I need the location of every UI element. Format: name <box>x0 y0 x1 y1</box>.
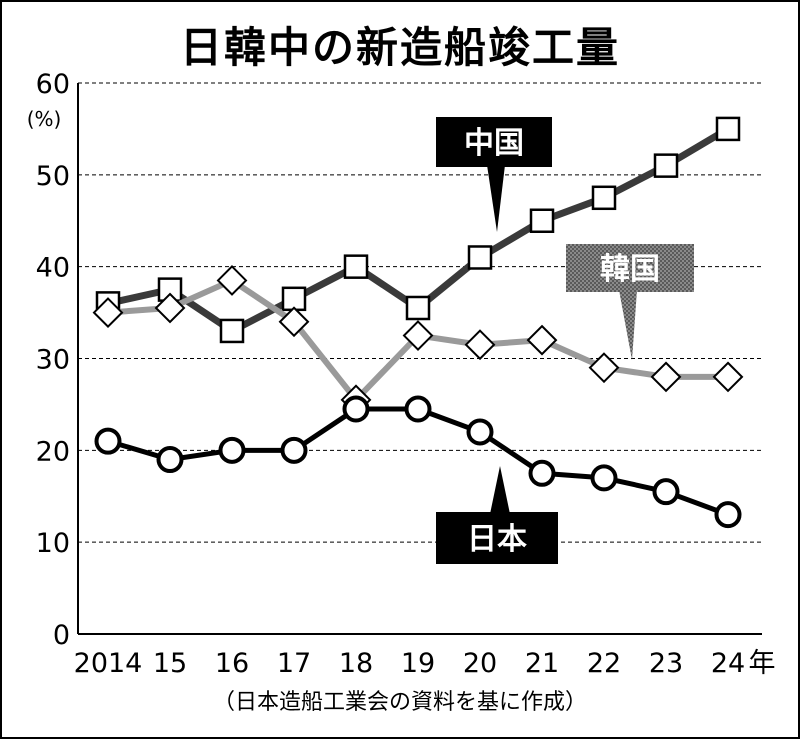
x-tick-label: 17 <box>277 648 311 679</box>
callout-box <box>436 512 558 564</box>
data-point <box>528 459 556 487</box>
x-tick-labels: 2014 15 16 17 18 19 20 21 22 23 24 年 <box>74 648 776 679</box>
callout-label: 韓国 <box>600 252 660 287</box>
callout-pointer <box>619 290 637 360</box>
callout-japan: 日本 <box>436 466 558 564</box>
callout-box <box>436 117 552 167</box>
data-point <box>652 478 680 506</box>
x-tick-label: 22 <box>587 648 621 679</box>
callout-box <box>566 244 694 292</box>
y-tick-label: 60 <box>36 69 70 100</box>
data-point <box>467 245 493 270</box>
chart-title: 日韓中の新造船竣工量 <box>179 23 620 72</box>
x-tick-label: 20 <box>463 648 497 679</box>
y-tick-labels: 0 10 20 30 40 50 60 (%) <box>27 69 70 651</box>
callout-china: 中国 <box>436 117 552 232</box>
data-point <box>216 265 248 296</box>
data-point <box>278 306 310 338</box>
callout-korea: 韓国 <box>566 244 694 360</box>
data-point <box>529 208 555 233</box>
series-line <box>107 406 729 517</box>
callout-label: 中国 <box>464 126 524 161</box>
callout-pointer <box>490 466 510 514</box>
x-tick-label: 19 <box>401 648 435 679</box>
data-point <box>280 436 308 464</box>
y-axis-unit: (%) <box>27 107 62 131</box>
x-tick-label: 18 <box>339 648 373 679</box>
x-tick-label: 24 <box>711 648 745 679</box>
y-tick-label: 10 <box>36 528 70 559</box>
series-diamond <box>92 265 744 416</box>
x-tick-label: 15 <box>153 648 187 679</box>
series-lines <box>92 116 744 529</box>
callout-label: 日本 <box>467 522 527 557</box>
y-tick-label: 40 <box>36 253 70 284</box>
data-point <box>92 297 124 328</box>
axes <box>77 83 762 635</box>
y-tick-label: 50 <box>36 161 70 192</box>
data-point <box>343 254 369 279</box>
data-point <box>219 318 245 344</box>
data-point <box>342 395 370 423</box>
data-point <box>591 185 617 211</box>
data-point <box>464 329 496 361</box>
source-note: （日本造船工業会の資料を基に作成） <box>212 690 587 715</box>
data-point <box>405 295 431 321</box>
data-point <box>404 395 432 423</box>
x-tick-label: 2014 <box>74 648 143 679</box>
data-point <box>712 361 744 393</box>
data-point <box>653 153 679 178</box>
x-tick-label: 23 <box>649 648 683 679</box>
data-point <box>590 464 618 492</box>
y-tick-label: 30 <box>36 345 70 376</box>
data-point <box>526 324 558 356</box>
data-point <box>156 446 184 474</box>
data-point <box>715 116 741 142</box>
data-point <box>650 361 682 393</box>
x-axis-unit: 年 <box>749 648 776 679</box>
data-point <box>154 292 186 324</box>
x-tick-label: 21 <box>525 648 559 679</box>
callout-pointer <box>487 165 505 232</box>
y-tick-label: 20 <box>36 436 70 467</box>
data-point <box>402 320 434 351</box>
data-point <box>588 352 620 384</box>
x-tick-label: 16 <box>215 648 249 679</box>
data-point <box>218 436 246 464</box>
data-point <box>714 501 742 529</box>
data-point <box>94 427 122 455</box>
y-tick-label: 0 <box>53 620 70 651</box>
data-point <box>466 418 494 446</box>
series-circle <box>94 395 742 529</box>
series-square <box>95 116 741 344</box>
